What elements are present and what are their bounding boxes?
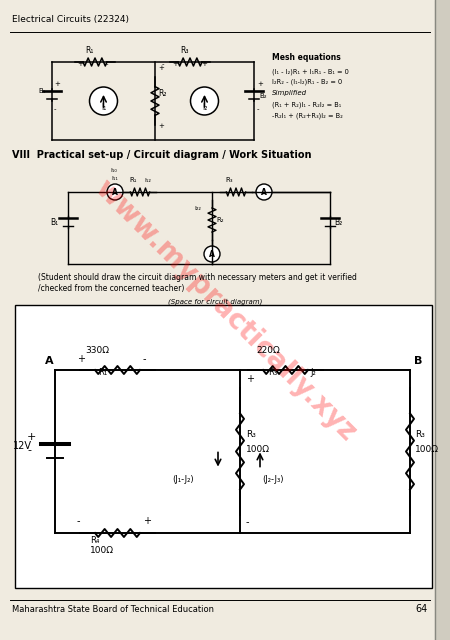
Text: www.mypractically.xyz: www.mypractically.xyz xyxy=(89,173,361,446)
Text: B₁: B₁ xyxy=(50,218,58,227)
Text: 64: 64 xyxy=(416,604,428,614)
Text: +: + xyxy=(172,61,178,67)
Bar xyxy=(435,0,450,640)
Text: I₂R₂ - (I₁-I₂)R₁ - B₂ = 0: I₂R₂ - (I₁-I₂)R₁ - B₂ = 0 xyxy=(272,78,342,84)
Text: 220Ω: 220Ω xyxy=(256,346,280,355)
Text: R₃: R₃ xyxy=(268,368,277,377)
Text: -: - xyxy=(246,517,249,527)
Text: -R₂I₁ + (R₂+R₃)I₂ = B₂: -R₂I₁ + (R₂+R₃)I₂ = B₂ xyxy=(272,112,343,118)
Text: R₃: R₃ xyxy=(225,177,233,183)
Text: (Space for circuit diagram): (Space for circuit diagram) xyxy=(168,298,262,305)
Text: B₂: B₂ xyxy=(334,218,342,227)
Circle shape xyxy=(256,184,272,200)
Text: I₁₂: I₁₂ xyxy=(144,178,151,183)
Text: (I₁ - I₂)R₁ + I₁R₁ - B₁ = 0: (I₁ - I₂)R₁ + I₁R₁ - B₁ = 0 xyxy=(272,68,349,74)
Text: +: + xyxy=(158,65,164,71)
Text: -: - xyxy=(106,61,108,67)
Text: +: + xyxy=(77,354,85,364)
Text: -: - xyxy=(257,106,260,112)
Text: R₁: R₁ xyxy=(129,177,136,183)
Text: B₁: B₁ xyxy=(38,88,45,94)
Text: A: A xyxy=(209,250,215,259)
Text: R₂: R₂ xyxy=(216,217,224,223)
Text: Electrical Circuits (22324): Electrical Circuits (22324) xyxy=(12,15,129,24)
Text: (R₁ + R₂)I₁ - R₂I₂ = B₁: (R₁ + R₂)I₁ - R₂I₂ = B₁ xyxy=(272,101,341,108)
Text: R₃: R₃ xyxy=(415,429,425,438)
Text: I₂₂: I₂₂ xyxy=(194,206,201,211)
Text: B: B xyxy=(414,356,423,366)
Text: R₃: R₃ xyxy=(246,429,256,438)
Text: +: + xyxy=(27,431,36,442)
Text: (J₁-J₂): (J₁-J₂) xyxy=(172,474,194,483)
Circle shape xyxy=(190,87,219,115)
Circle shape xyxy=(107,184,123,200)
Text: +: + xyxy=(201,61,207,67)
Text: (Student should draw the circuit diagram with necessary meters and get it verifi: (Student should draw the circuit diagram… xyxy=(38,273,357,282)
Text: 100Ω: 100Ω xyxy=(415,445,439,454)
Text: +: + xyxy=(143,516,151,526)
Text: B₂: B₂ xyxy=(259,93,266,99)
Text: +: + xyxy=(77,61,83,67)
Text: -: - xyxy=(143,354,147,364)
Text: R₁: R₁ xyxy=(85,46,94,55)
Text: Simplified: Simplified xyxy=(272,90,307,96)
Text: +: + xyxy=(54,81,60,87)
Text: +: + xyxy=(246,374,254,384)
Text: I₁: I₁ xyxy=(101,102,106,111)
Text: -: - xyxy=(27,445,31,456)
Circle shape xyxy=(90,87,117,115)
Text: R₂: R₂ xyxy=(158,89,166,98)
Text: +: + xyxy=(158,123,164,129)
Text: R₄: R₄ xyxy=(90,536,99,545)
Text: Mesh equations: Mesh equations xyxy=(272,53,341,62)
Text: A: A xyxy=(261,188,267,196)
Text: 100Ω: 100Ω xyxy=(246,445,270,454)
Text: -: - xyxy=(54,106,57,112)
Text: 100Ω: 100Ω xyxy=(90,546,114,555)
Bar xyxy=(15,305,432,588)
Text: (J₂-J₃): (J₂-J₃) xyxy=(262,474,284,483)
Text: 330Ω: 330Ω xyxy=(85,346,109,355)
Text: +: + xyxy=(257,81,263,87)
Text: -: - xyxy=(162,61,165,67)
Text: 12V: 12V xyxy=(13,440,32,451)
Text: I₁₀: I₁₀ xyxy=(110,168,117,173)
Text: I₁₁: I₁₁ xyxy=(112,176,118,181)
Circle shape xyxy=(204,246,220,262)
Text: R₃: R₃ xyxy=(180,46,189,55)
Text: /checked from the concerned teacher): /checked from the concerned teacher) xyxy=(38,284,184,293)
Text: Maharashtra State Board of Technical Education: Maharashtra State Board of Technical Edu… xyxy=(12,605,214,614)
Text: A: A xyxy=(45,356,54,366)
Text: R₁: R₁ xyxy=(98,368,107,377)
Text: VIII  Practical set-up / Circuit diagram / Work Situation: VIII Practical set-up / Circuit diagram … xyxy=(12,150,311,160)
Text: I₂: I₂ xyxy=(202,102,207,111)
Text: -: - xyxy=(77,516,81,526)
Text: A: A xyxy=(112,188,118,196)
Text: J₂: J₂ xyxy=(310,368,316,377)
